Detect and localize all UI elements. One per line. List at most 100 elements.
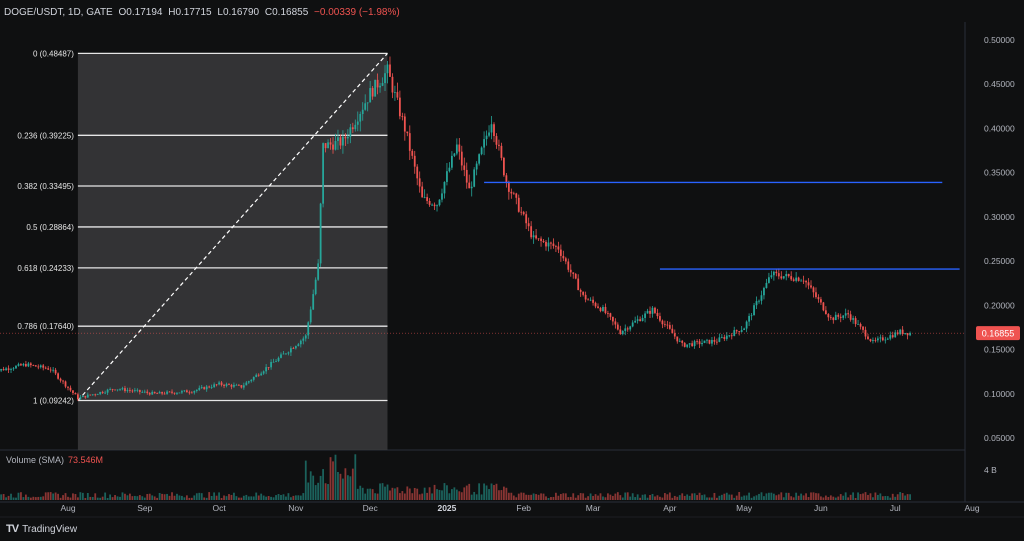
candle-body xyxy=(651,307,654,314)
candle-body xyxy=(555,246,557,247)
candle-body xyxy=(369,88,372,103)
candle-body xyxy=(800,280,803,282)
candle-body xyxy=(465,169,468,183)
candle-body xyxy=(79,397,82,400)
volume-bar xyxy=(681,493,684,500)
volume-bar xyxy=(265,496,268,500)
volume-bar xyxy=(557,495,560,500)
candle-body xyxy=(84,395,87,398)
volume-bar xyxy=(708,497,711,500)
volume-bar xyxy=(81,492,84,500)
candle-body xyxy=(277,357,280,362)
volume-bar xyxy=(663,493,666,500)
volume-bar xyxy=(332,461,334,500)
candle-body xyxy=(354,124,357,130)
candle-body xyxy=(473,169,476,187)
candle-body xyxy=(478,154,481,164)
volume-bar xyxy=(713,492,716,500)
volume-bar xyxy=(463,487,466,500)
volume-bar xyxy=(208,492,211,500)
candle-body xyxy=(485,135,488,140)
volume-bar xyxy=(512,495,515,500)
volume-bar xyxy=(460,492,463,500)
volume-bar xyxy=(396,487,399,500)
volume-bar xyxy=(351,468,354,500)
candle-body xyxy=(718,337,721,342)
candle-body xyxy=(131,390,134,392)
candle-body xyxy=(864,329,867,337)
volume-bar xyxy=(257,495,260,500)
candle-body xyxy=(398,97,401,117)
candle-body xyxy=(728,335,731,337)
candle-body xyxy=(106,389,109,393)
volume-bar xyxy=(874,492,877,500)
volume-bar xyxy=(545,496,547,500)
candle-body xyxy=(403,116,406,132)
volume-bar xyxy=(334,454,337,500)
volume-bar xyxy=(614,493,617,500)
volume-bar xyxy=(141,496,144,500)
volume-bar xyxy=(77,497,79,500)
candle-body xyxy=(0,369,3,371)
candle-body xyxy=(468,182,471,189)
candle-body xyxy=(81,395,84,398)
candle-body xyxy=(416,166,419,179)
candle-body xyxy=(839,316,842,318)
volume-bar xyxy=(426,492,429,500)
candle-body xyxy=(94,394,97,396)
fib-level-label: 0.5 (0.28864) xyxy=(26,223,74,232)
candle-body xyxy=(317,263,320,280)
volume-bar xyxy=(636,494,639,500)
candle-body xyxy=(772,271,775,276)
volume-bar xyxy=(815,493,817,500)
candle-body xyxy=(176,392,178,394)
candle-body xyxy=(906,333,909,336)
candle-body xyxy=(235,384,238,386)
volume-bar xyxy=(371,489,374,500)
volume-bar xyxy=(242,495,245,500)
candle-body xyxy=(42,365,45,368)
candle-body xyxy=(158,391,161,394)
volume-bar xyxy=(755,495,758,500)
symbol-label[interactable]: DOGE/USDT, 1D, GATE xyxy=(4,7,113,18)
volume-bar xyxy=(181,495,183,500)
volume-bar xyxy=(659,496,661,500)
candle-body xyxy=(507,182,510,192)
candle-body xyxy=(240,385,243,388)
volume-bar xyxy=(552,496,555,500)
tradingview-name: TradingView xyxy=(22,523,78,535)
volume-bar xyxy=(768,492,770,500)
volume-bar xyxy=(520,492,523,500)
volume-bar xyxy=(34,497,37,500)
volume-bar xyxy=(185,495,188,500)
candle-body xyxy=(768,277,770,283)
candle-body xyxy=(389,64,391,77)
candle-body xyxy=(629,326,632,330)
volume-legend[interactable]: Volume (SMA) 73.546M xyxy=(6,455,103,465)
volume-bar xyxy=(607,493,609,500)
volume-bar xyxy=(188,497,191,500)
candle-body xyxy=(151,391,154,395)
volume-bar xyxy=(649,495,651,500)
volume-bar xyxy=(475,494,478,500)
candle-body xyxy=(233,384,235,387)
tradingview-brand[interactable]: TV TradingView xyxy=(6,523,77,535)
volume-bar xyxy=(342,478,344,500)
volume-bar xyxy=(550,497,552,500)
volume-bar xyxy=(252,496,255,500)
price-tick-label: 0.35000 xyxy=(984,168,1015,178)
candle-body xyxy=(10,369,12,370)
price-tick-label: 0.20000 xyxy=(984,300,1015,310)
volume-bar xyxy=(881,496,884,500)
candle-body xyxy=(520,211,523,213)
candle-body xyxy=(91,394,94,396)
volume-bar xyxy=(807,497,810,500)
time-tick-label: Feb xyxy=(516,503,531,513)
volume-bar xyxy=(587,496,590,500)
volume-bar xyxy=(247,496,250,500)
candle-body xyxy=(750,315,753,317)
volume-bar xyxy=(631,493,634,500)
candle-body xyxy=(517,197,520,212)
candle-body xyxy=(723,337,726,339)
